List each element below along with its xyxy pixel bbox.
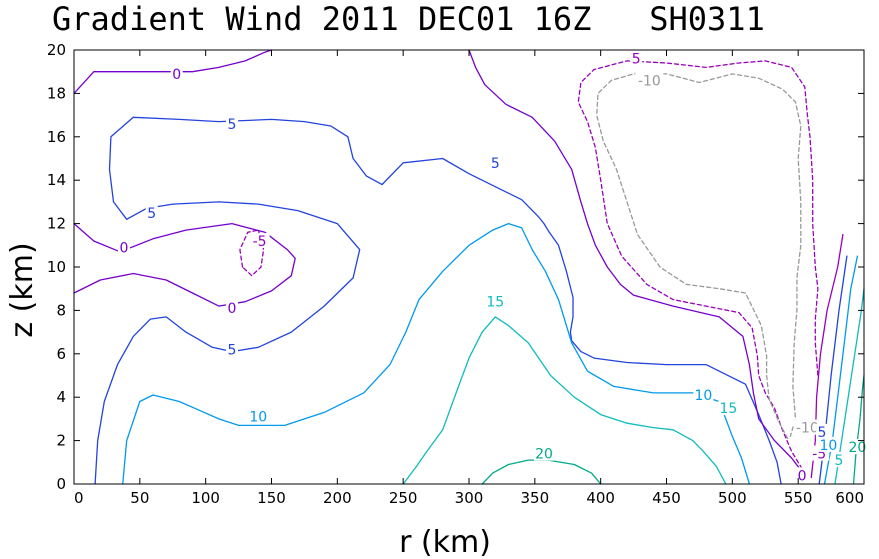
y-tick-label-7: 14 bbox=[47, 171, 66, 189]
contour-label-bg-8 bbox=[630, 50, 643, 66]
plot-frame bbox=[73, 49, 865, 485]
x-tick-label-3: 150 bbox=[257, 489, 286, 507]
contour-label-2: 5 bbox=[147, 206, 156, 222]
y-tick-label-5: 10 bbox=[47, 258, 66, 276]
contour-label-bg-7 bbox=[249, 233, 270, 248]
contour-label-20: 5 bbox=[835, 453, 844, 469]
contour-label-13: 15 bbox=[719, 401, 737, 417]
contour-label-bg-20 bbox=[833, 452, 845, 468]
contour-line-c15-16 bbox=[402, 316, 727, 485]
contour-label-bg-11 bbox=[693, 387, 714, 402]
y-tick-label-8: 16 bbox=[47, 128, 66, 146]
contour-label-11: 10 bbox=[694, 388, 712, 404]
y-tick-label-1: 2 bbox=[56, 432, 66, 450]
x-tick-label-5: 250 bbox=[389, 489, 418, 507]
contour-line-c5-1 bbox=[108, 116, 550, 233]
x-tick-label-8: 400 bbox=[586, 489, 615, 507]
contour-label-12: 15 bbox=[486, 295, 504, 311]
y-tick-label-0: 0 bbox=[56, 475, 66, 493]
contour-label-15: -10 bbox=[796, 421, 819, 437]
x-tick-label-11: 550 bbox=[784, 489, 813, 507]
contour-line-c5-2 bbox=[548, 231, 574, 342]
contour-label-bg-18 bbox=[815, 423, 828, 439]
contour-label-14: 20 bbox=[535, 447, 553, 463]
x-tick-label-0: 0 bbox=[74, 489, 84, 507]
contour-label-bg-1 bbox=[226, 115, 238, 131]
contour-label-8: 5 bbox=[632, 52, 641, 68]
contour-label-bg-13 bbox=[718, 400, 739, 416]
y-axis-ticks: 0 2 4 6 8 10 12 14 16 18 20 bbox=[47, 41, 864, 493]
contour-line-m10-9 bbox=[596, 73, 802, 440]
contour-line-c20-17 bbox=[481, 459, 602, 485]
contour-label-4: 5 bbox=[228, 343, 237, 359]
x-tick-label-2: 100 bbox=[191, 489, 220, 507]
y-tick-label-9: 18 bbox=[47, 84, 66, 102]
contour-label-bg-2 bbox=[145, 204, 158, 220]
contour-layer bbox=[73, 49, 865, 485]
contour-label-17: 0 bbox=[798, 468, 807, 484]
contour-label-19: 10 bbox=[819, 438, 837, 454]
contour-line-c0-0 bbox=[73, 49, 273, 95]
y-axis-label: z (km) bbox=[5, 242, 40, 337]
contour-label-5: 0 bbox=[120, 241, 129, 257]
contour-label-bg-14 bbox=[534, 445, 554, 461]
contour-line-c15-13 bbox=[834, 288, 865, 485]
y-tick-label-2: 4 bbox=[56, 388, 66, 406]
contour-label-bg-5 bbox=[118, 239, 130, 255]
contour-line-c0-5 bbox=[73, 222, 296, 307]
contour-line-c20-14 bbox=[852, 374, 865, 485]
y-tick-label-4: 8 bbox=[56, 301, 66, 319]
contour-label-bg-4 bbox=[226, 341, 238, 357]
contour-line-c0-7 bbox=[468, 49, 806, 476]
x-tick-label-4: 200 bbox=[323, 489, 352, 507]
contour-line-m5-10 bbox=[810, 233, 844, 479]
contour-label-0: 0 bbox=[172, 67, 181, 83]
contour-label-bg-21 bbox=[847, 439, 868, 455]
contour-label-7: -5 bbox=[253, 234, 267, 250]
x-tick-label-6: 300 bbox=[455, 489, 484, 507]
contour-label-9: -10 bbox=[638, 73, 661, 89]
x-tick-label-10: 500 bbox=[718, 489, 747, 507]
contour-line-c10-15 bbox=[122, 222, 751, 485]
y-tick-label-6: 12 bbox=[47, 215, 66, 233]
x-tick-label-9: 450 bbox=[652, 489, 681, 507]
x-axis-ticks: 0 50 100 150 200 250 300 350 400 450 500 550 600 bbox=[73, 50, 865, 507]
y-tick-label-10: 20 bbox=[47, 41, 66, 59]
contour-line-m5-8 bbox=[577, 60, 819, 470]
x-tick-label-7: 350 bbox=[521, 489, 550, 507]
contour-label-bg-0 bbox=[170, 65, 183, 81]
contour-label-21: 20 bbox=[848, 440, 866, 456]
contour-label-bg-12 bbox=[485, 293, 506, 309]
x-axis-label: r (km) bbox=[399, 525, 491, 559]
y-tick-label-3: 6 bbox=[56, 345, 66, 363]
x-tick-label-12: 600 bbox=[835, 489, 864, 507]
contour-label-10: 10 bbox=[249, 410, 267, 426]
contour-label-bg-6 bbox=[226, 300, 238, 316]
contour-label-1: 5 bbox=[228, 117, 237, 133]
contour-label-bg-9 bbox=[635, 72, 664, 88]
contour-label-bg-17 bbox=[796, 467, 809, 483]
x-tick-label-1: 50 bbox=[130, 489, 149, 507]
chart-title: Gradient Wind 2011 DEC01 16Z SH0311 bbox=[52, 0, 765, 38]
contour-label-3: 5 bbox=[491, 156, 500, 172]
contour-label-bg-15 bbox=[793, 419, 822, 435]
contour-label-bg-19 bbox=[818, 436, 839, 452]
contour-line-c5-3 bbox=[94, 201, 361, 485]
contour-label-18: 5 bbox=[817, 425, 826, 441]
contour-line-c5-4 bbox=[571, 340, 782, 485]
contour-label-bg-10 bbox=[248, 408, 269, 424]
contour-label-6: 0 bbox=[228, 301, 237, 317]
contour-label-bg-3 bbox=[489, 154, 502, 170]
